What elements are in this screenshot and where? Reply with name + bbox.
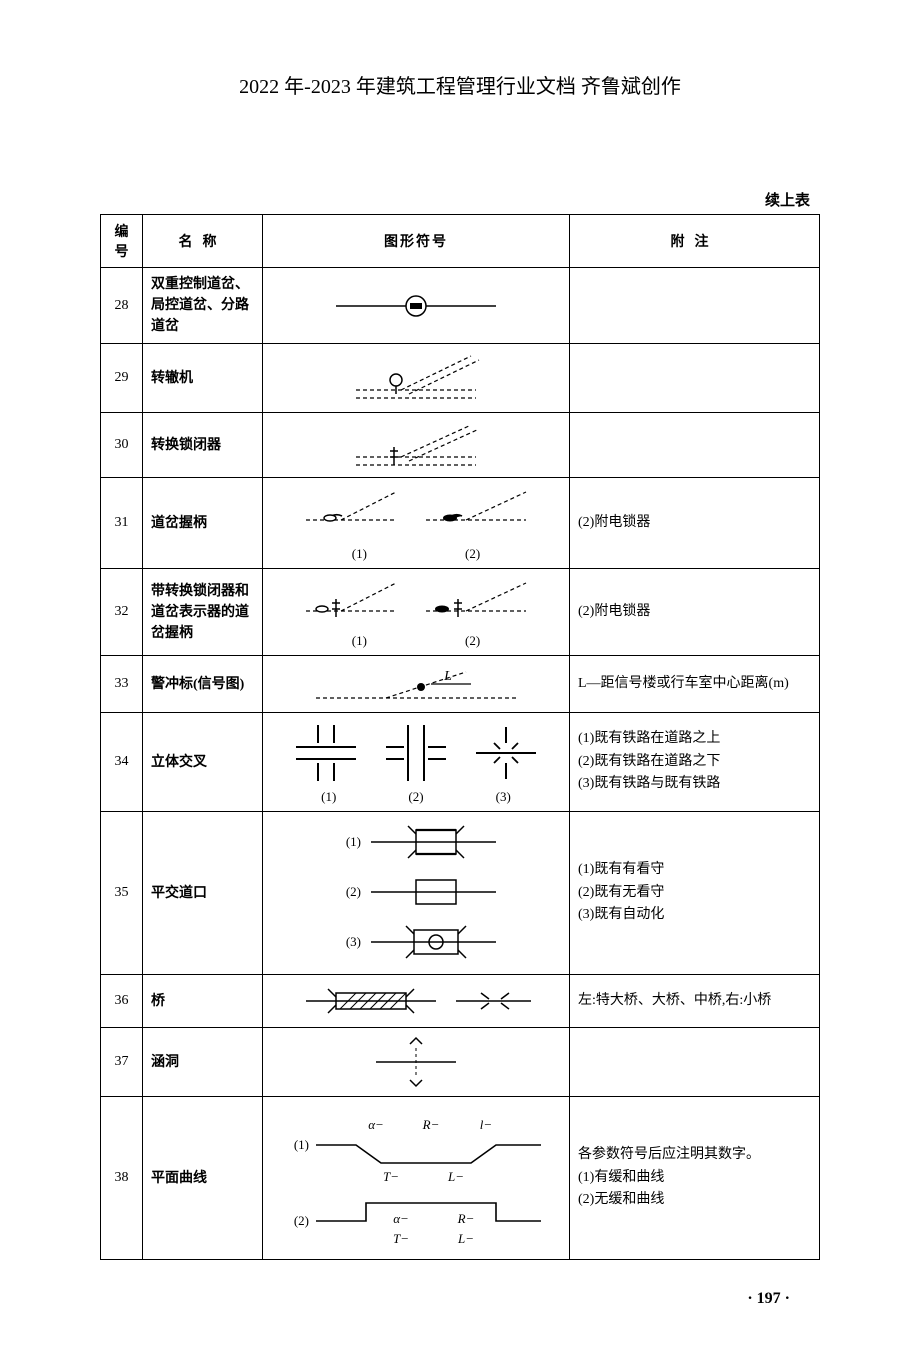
svg-text:α−: α− <box>368 1117 384 1132</box>
svg-text:(2): (2) <box>346 884 361 899</box>
svg-text:L−: L− <box>447 1169 464 1184</box>
svg-text:l−: l− <box>480 1117 492 1132</box>
row-name: 转换锁闭器 <box>143 413 263 478</box>
row-note <box>570 268 820 344</box>
row-note: L—距信号楼或行车室中心距离(m) <box>570 656 820 713</box>
row-symbol <box>263 1028 570 1097</box>
symbol-30-icon <box>306 419 526 471</box>
row-id: 28 <box>101 268 143 344</box>
row-name: 涵洞 <box>143 1028 263 1097</box>
row-note <box>570 1028 820 1097</box>
row-name: 平交道口 <box>143 812 263 975</box>
svg-text:(1): (1) <box>294 1137 309 1152</box>
table-row: 34 立体交叉 <box>101 713 820 812</box>
svg-text:(1): (1) <box>346 834 361 849</box>
row-id: 37 <box>101 1028 143 1097</box>
table-row: 30 转换锁闭器 <box>101 413 820 478</box>
row-symbol <box>263 268 570 344</box>
row-symbol: (1) (2) (3) <box>263 812 570 975</box>
sub-labels: (1) (2) (3) <box>271 789 561 805</box>
row-name: 双重控制道岔、局控道岔、分路道岔 <box>143 268 263 344</box>
row-id: 31 <box>101 478 143 569</box>
symbol-37-icon <box>336 1034 496 1090</box>
table-row: 28 双重控制道岔、局控道岔、分路道岔 <box>101 268 820 344</box>
th-name: 名称 <box>143 215 263 268</box>
row-note: (2)附电锁器 <box>570 478 820 569</box>
row-name: 转辙机 <box>143 344 263 413</box>
row-note: 左:特大桥、大桥、中桥,右:小桥 <box>570 975 820 1028</box>
symbol-32-icon <box>286 575 546 633</box>
row-symbol: (1) (2) <box>263 569 570 656</box>
row-id: 34 <box>101 713 143 812</box>
row-id: 30 <box>101 413 143 478</box>
doc-header: 2022 年-2023 年建筑工程管理行业文档 齐鲁斌创作 <box>100 70 820 99</box>
row-id: 33 <box>101 656 143 713</box>
row-id: 29 <box>101 344 143 413</box>
row-note: (2)附电锁器 <box>570 569 820 656</box>
row-note: (1)既有有看守(2)既有无看守(3)既有自动化 <box>570 812 820 975</box>
sub-labels: (1) (2) <box>271 633 561 649</box>
table-row: 32 带转换锁闭器和道岔表示器的道岔握柄 <box>101 569 820 656</box>
symbol-34-icon <box>276 719 556 789</box>
svg-text:(3): (3) <box>346 934 361 949</box>
th-note: 附注 <box>570 215 820 268</box>
table-row: 35 平交道口 (1) (2) <box>101 812 820 975</box>
table-row: 31 道岔握柄 <box>101 478 820 569</box>
table-row: 38 平面曲线 (1) α− R− l− T− L− (2) <box>101 1097 820 1260</box>
row-id: 36 <box>101 975 143 1028</box>
svg-text:T−: T− <box>393 1231 409 1246</box>
table-row: 36 桥 <box>101 975 820 1028</box>
symbol-29-icon <box>306 350 526 406</box>
row-name: 带转换锁闭器和道岔表示器的道岔握柄 <box>143 569 263 656</box>
th-id: 编号 <box>101 215 143 268</box>
row-note: (1)既有铁路在道路之上(2)既有铁路在道路之下(3)既有铁路与既有铁路 <box>570 713 820 812</box>
row-symbol <box>263 975 570 1028</box>
row-symbol: (1) (2) <box>263 478 570 569</box>
symbol-36-icon <box>286 981 546 1021</box>
table-row: 29 转辙机 <box>101 344 820 413</box>
symbol-33-icon: L <box>296 662 536 706</box>
svg-text:α−: α− <box>393 1211 409 1226</box>
row-symbol: L <box>263 656 570 713</box>
row-symbol <box>263 344 570 413</box>
table-row: 37 涵洞 <box>101 1028 820 1097</box>
th-symbol: 图形符号 <box>263 215 570 268</box>
table-header-row: 编号 名称 图形符号 附注 <box>101 215 820 268</box>
row-symbol: (1) (2) (3) <box>263 713 570 812</box>
continuation-label: 续上表 <box>100 189 820 210</box>
symbol-31-icon <box>286 484 546 546</box>
row-name: 平面曲线 <box>143 1097 263 1260</box>
row-name: 立体交叉 <box>143 713 263 812</box>
page: 2022 年-2023 年建筑工程管理行业文档 齐鲁斌创作 续上表 编号 名称 … <box>0 0 920 1348</box>
row-id: 32 <box>101 569 143 656</box>
table-row: 33 警冲标(信号图) L L—距信号楼或行车室中心距离(m) <box>101 656 820 713</box>
svg-text:R−: R− <box>422 1117 440 1132</box>
row-symbol <box>263 413 570 478</box>
row-note <box>570 344 820 413</box>
svg-text:(2): (2) <box>294 1213 309 1228</box>
svg-text:L−: L− <box>457 1231 474 1246</box>
row-note <box>570 413 820 478</box>
row-id: 38 <box>101 1097 143 1260</box>
symbol-28-icon <box>306 286 526 326</box>
row-symbol: (1) α− R− l− T− L− (2) α− R− T− L− <box>263 1097 570 1260</box>
row-name: 道岔握柄 <box>143 478 263 569</box>
row-name: 桥 <box>143 975 263 1028</box>
sub-labels: (1) (2) <box>271 546 561 562</box>
svg-text:R−: R− <box>457 1211 475 1226</box>
symbol-35-icon: (1) (2) (3) <box>296 818 536 968</box>
row-id: 35 <box>101 812 143 975</box>
symbol-38-icon: (1) α− R− l− T− L− (2) α− R− T− L− <box>271 1103 561 1253</box>
symbols-table: 编号 名称 图形符号 附注 28 双重控制道岔、局控道岔、分路道岔 <box>100 214 820 1260</box>
row-note: 各参数符号后应注明其数字。(1)有缓和曲线(2)无缓和曲线 <box>570 1097 820 1260</box>
row-name: 警冲标(信号图) <box>143 656 263 713</box>
svg-text:T−: T− <box>383 1169 399 1184</box>
L-label: L <box>443 669 452 684</box>
